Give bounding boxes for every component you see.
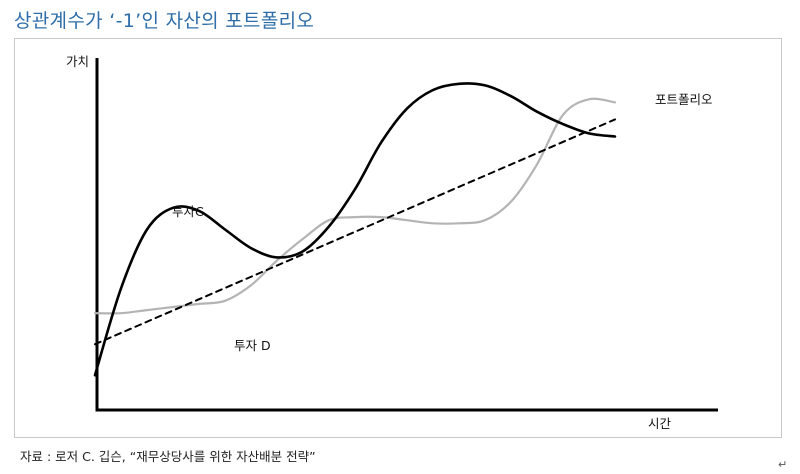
y-axis-label: 가치 (66, 54, 89, 69)
source-note: 자료 : 로저 C. 깁슨, “재무상당사를 위한 자산배분 전략” (20, 449, 316, 464)
series-label-portfolio: 포트폴리오 (655, 92, 713, 107)
axes-layer (95, 58, 718, 412)
series-line-portfolio (94, 118, 616, 346)
series-layer (93, 82, 617, 377)
chart-frame (14, 38, 782, 438)
series-label-investment-d: 투자 D (234, 338, 271, 353)
page-title: 상관계수가 ‘-1’인 자산의 포트폴리오 (14, 10, 315, 32)
series-label-investment-c: 투자C (172, 204, 204, 219)
x-axis-label: 시간 (648, 416, 672, 431)
paragraph-mark: ↵ (778, 458, 788, 471)
series-line-investment-d (93, 97, 617, 315)
series-line-investment-c (93, 82, 617, 377)
